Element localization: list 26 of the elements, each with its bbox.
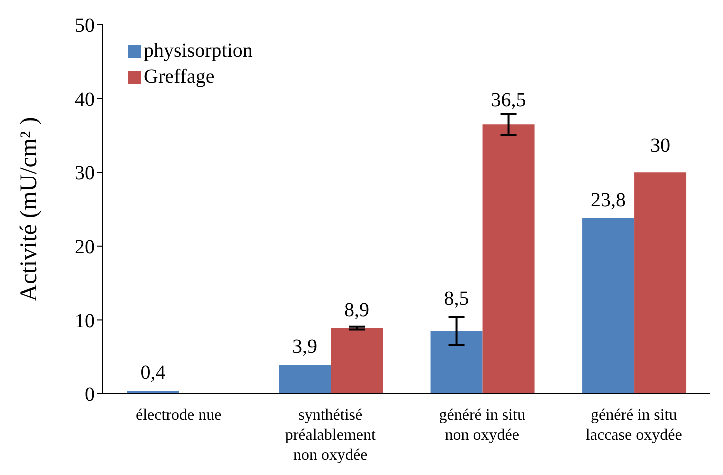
y-tick-label: 40 bbox=[75, 88, 95, 111]
bar bbox=[279, 365, 332, 394]
x-tick-label: généré in situ laccase oxydée bbox=[586, 407, 682, 444]
bar bbox=[634, 172, 687, 394]
bar bbox=[331, 328, 384, 394]
data-label: 23,8 bbox=[591, 189, 626, 212]
legend-label: Greffage bbox=[144, 66, 215, 88]
data-label: 30 bbox=[650, 135, 671, 158]
x-tick-label: électrode nue bbox=[136, 407, 222, 424]
data-label: 36,5 bbox=[491, 90, 526, 112]
y-tick-label: 20 bbox=[75, 236, 95, 258]
y-tick-label: 0 bbox=[85, 384, 95, 406]
y-tick-label: 30 bbox=[75, 162, 95, 185]
y-axis-title: Activité (mU/cm² ) bbox=[16, 117, 43, 302]
bar bbox=[482, 124, 535, 394]
data-label: 3,9 bbox=[292, 336, 318, 358]
y-tick-label: 10 bbox=[75, 310, 95, 332]
x-tick-label: généré in situ non oxydée bbox=[439, 407, 526, 444]
y-tick-label: 50 bbox=[75, 15, 95, 38]
bar bbox=[430, 331, 483, 394]
data-label: 8,9 bbox=[344, 299, 370, 322]
x-tick-label: synthétisé préalablement non oxydée bbox=[285, 407, 376, 464]
data-label: 8,5 bbox=[444, 288, 470, 310]
legend-label: physisorption bbox=[144, 40, 253, 62]
data-label: 0,4 bbox=[140, 362, 166, 384]
bar bbox=[582, 218, 635, 394]
